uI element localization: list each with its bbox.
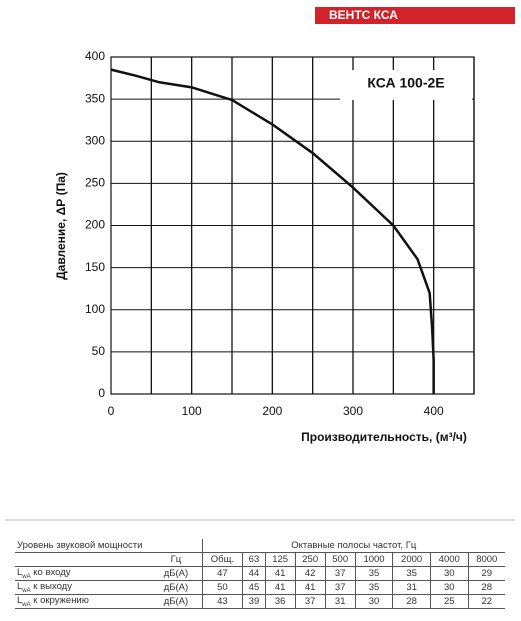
cell: 31 [392, 580, 431, 595]
cell: 30 [354, 594, 393, 609]
row-label: LwA к окружению [15, 594, 151, 609]
cell: 42 [294, 566, 326, 581]
column-header: 1000 [354, 552, 393, 567]
cell: 22 [467, 594, 505, 609]
brand: ВЕНТС КСА [315, 7, 515, 24]
column-header: 8000 [467, 552, 505, 567]
sound-table: Уровень звуковой мощности Октавные полосы… [15, 539, 505, 609]
cell: 44 [242, 566, 266, 581]
data-row: LwA к выходу дБ(А) 50 45 41 41 37 35 31 30 28 [15, 580, 505, 595]
cell: 41 [264, 566, 296, 581]
y-tick-label: 350 [85, 91, 105, 105]
column-row: Гц Общ. 63 125 250 500 1000 2000 4000 8000 [15, 552, 505, 567]
symbol: L [17, 581, 23, 593]
column-header: 2000 [392, 552, 431, 567]
cell: 41 [264, 580, 296, 595]
unit: дБ(А) [150, 580, 203, 595]
cell: 43 [201, 594, 243, 609]
cell: 45 [242, 580, 266, 595]
column-header: 63 [242, 552, 266, 567]
group-header: Октавные полосы частот, Гц [201, 539, 505, 553]
cell: 37 [294, 594, 326, 609]
subscript: wA [22, 601, 31, 608]
y-tick-label: 300 [85, 133, 105, 147]
row-text: ко входу [33, 567, 71, 579]
cell: 25 [429, 594, 469, 609]
x-tick-label: 300 [343, 404, 363, 418]
cell: 28 [467, 580, 505, 595]
annotation-box [340, 70, 472, 100]
cell: 47 [201, 566, 243, 581]
unit-header: Гц [150, 552, 203, 567]
cell: 41 [294, 580, 326, 595]
y-tick-label: 0 [98, 386, 105, 400]
row-label: LwA к выходу [15, 580, 151, 595]
data-row: LwA к окружению дБ(А) 43 39 36 37 31 30 28 25 22 [15, 594, 505, 609]
cell: 50 [201, 580, 243, 595]
cell: 30 [429, 580, 469, 595]
x-tick-label: 0 [108, 404, 115, 418]
cell: 35 [354, 580, 393, 595]
unit: дБ(А) [150, 566, 203, 581]
chart: Давление, ΔР (Па) Производительность, (м… [5, 49, 515, 521]
y-tick-label: 150 [85, 260, 105, 274]
cell: 30 [429, 566, 469, 581]
cell: 28 [392, 594, 431, 609]
unit: дБ(А) [150, 594, 203, 609]
header-row: Уровень звуковой мощности Октавные полосы… [15, 539, 505, 553]
cell: 39 [242, 594, 266, 609]
symbol: L [17, 595, 23, 607]
y-tick-label: 250 [85, 176, 105, 190]
cell: 37 [324, 580, 356, 595]
column-header: 250 [294, 552, 326, 567]
x-tick-label: 100 [182, 404, 202, 418]
column-header: 4000 [429, 552, 469, 567]
data-row: LwA ко входу дБ(А) 47 44 41 42 37 35 35 30 29 [15, 566, 505, 581]
column-header: 500 [324, 552, 356, 567]
subscript: wA [22, 587, 31, 594]
x-tick-label: 200 [262, 404, 282, 418]
row-text: к окружению [33, 595, 89, 607]
y-tick-label: 400 [85, 49, 105, 63]
cell: 31 [324, 594, 356, 609]
table-title: Уровень звуковой мощности [15, 539, 203, 553]
cell: 29 [467, 566, 505, 581]
y-tick-label: 100 [85, 302, 105, 316]
column-header: Общ. [201, 552, 243, 567]
x-axis-label: Производительность, (м³/ч) [301, 430, 467, 444]
row-label: LwA ко входу [15, 566, 151, 581]
cell: 37 [324, 566, 356, 581]
x-tick-label: 400 [424, 404, 444, 418]
column-header: 125 [264, 552, 296, 567]
y-tick-label: 200 [85, 218, 105, 232]
annotation: КСА 100-2E [367, 75, 444, 91]
blank [15, 552, 151, 567]
y-tick-label: 50 [92, 344, 106, 358]
cell: 36 [264, 594, 296, 609]
subscript: wA [22, 573, 31, 580]
cell: 35 [392, 566, 431, 581]
symbol: L [17, 567, 23, 579]
y-axis-label: Давление, ΔР (Па) [54, 172, 68, 280]
row-text: к выходу [33, 581, 72, 593]
cell: 35 [354, 566, 393, 581]
curve [110, 68, 435, 394]
